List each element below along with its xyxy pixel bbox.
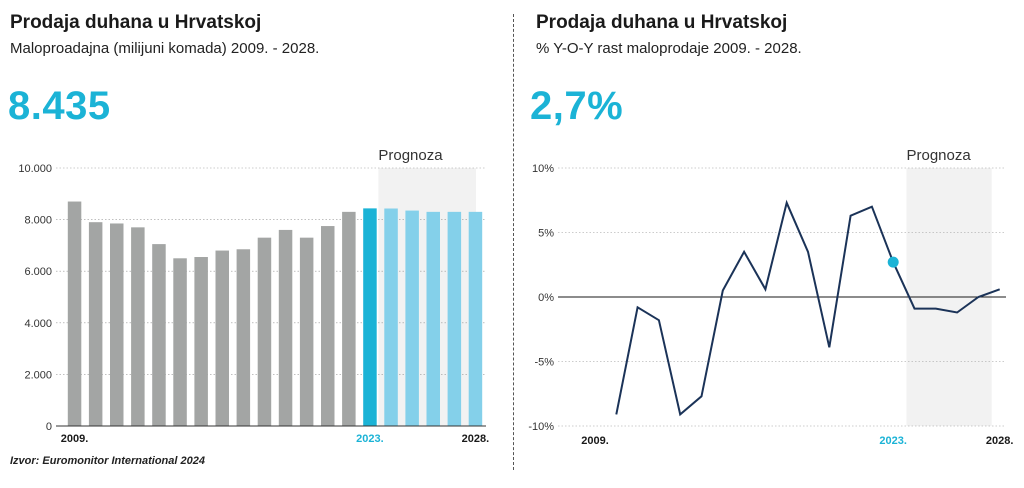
x-tick-label: 2023. — [879, 435, 907, 447]
bar-2016 — [215, 250, 230, 426]
bar-2027 — [447, 211, 462, 426]
bar-2028 — [468, 211, 483, 426]
bar-2026 — [426, 211, 441, 426]
y-tick-label: 0 — [46, 421, 52, 433]
kpi-value: 8.435 — [8, 84, 111, 128]
series-line — [615, 199, 1001, 417]
bar-2015 — [194, 257, 208, 426]
bar-2022 — [342, 211, 356, 426]
source-note: Izvor: Euromonitor International 2024 — [10, 455, 205, 467]
bar-2014 — [173, 258, 187, 426]
bar-2024 — [384, 208, 398, 426]
bar-2010 — [88, 222, 103, 426]
bar-2009 — [67, 201, 82, 426]
y-tick-label: 2.000 — [24, 369, 52, 381]
bar-2025 — [405, 210, 419, 426]
x-tick-label: 2028. — [986, 435, 1014, 447]
chart-subtitle: % Y-O-Y rast maloprodaje 2009. - 2028. — [536, 40, 802, 57]
y-tick-label: -10% — [528, 421, 554, 433]
y-tick-label: 10.000 — [18, 163, 52, 175]
y-tick-label: 0% — [538, 292, 554, 304]
chart-subtitle: Maloproadajna (milijuni komada) 2009. - … — [10, 40, 320, 57]
y-tick-label: 8.000 — [24, 215, 52, 227]
bar-2020 — [299, 237, 314, 426]
x-tick-label: 2009. — [581, 435, 609, 447]
bar-2019 — [278, 229, 293, 426]
bar-2017 — [236, 249, 251, 426]
bar-2012 — [131, 227, 145, 426]
bar-2013 — [152, 244, 166, 426]
forecast-label: Prognoza — [378, 147, 443, 164]
bar-2021 — [320, 226, 335, 426]
retail-volume-panel: Prodaja duhana u Hrvatskoj Maloproadajna… — [0, 0, 505, 488]
x-tick-label: 2023. — [356, 433, 384, 445]
y-tick-label: -5% — [534, 357, 554, 369]
panel-divider — [513, 14, 514, 470]
line-chart: Prognoza -10% -5% 0% 5% 10% 2009. 2023. 2028. — [528, 147, 1014, 447]
x-tick-label: 2028. — [462, 433, 490, 445]
bar-chart: Prognoza 0 2.000 4.000 6.000 8.000 10.000 2009.… — [18, 147, 490, 445]
bar-2011 — [109, 223, 124, 426]
bar-2023 — [363, 208, 377, 426]
bar-2018 — [257, 237, 272, 426]
kpi-value: 2,7% — [530, 84, 624, 128]
chart-title: Prodaja duhana u Hrvatskoj — [536, 12, 788, 33]
x-tick-label: 2009. — [61, 433, 89, 445]
y-tick-label: 6.000 — [24, 266, 52, 278]
growth-panel: Prodaja duhana u Hrvatskoj % Y-O-Y rast … — [518, 0, 1024, 488]
forecast-label: Prognoza — [907, 147, 972, 164]
highlight-point — [887, 256, 899, 268]
y-tick-label: 4.000 — [24, 318, 52, 330]
chart-title: Prodaja duhana u Hrvatskoj — [10, 12, 262, 33]
y-tick-label: 10% — [532, 163, 554, 175]
y-tick-label: 5% — [538, 228, 554, 240]
